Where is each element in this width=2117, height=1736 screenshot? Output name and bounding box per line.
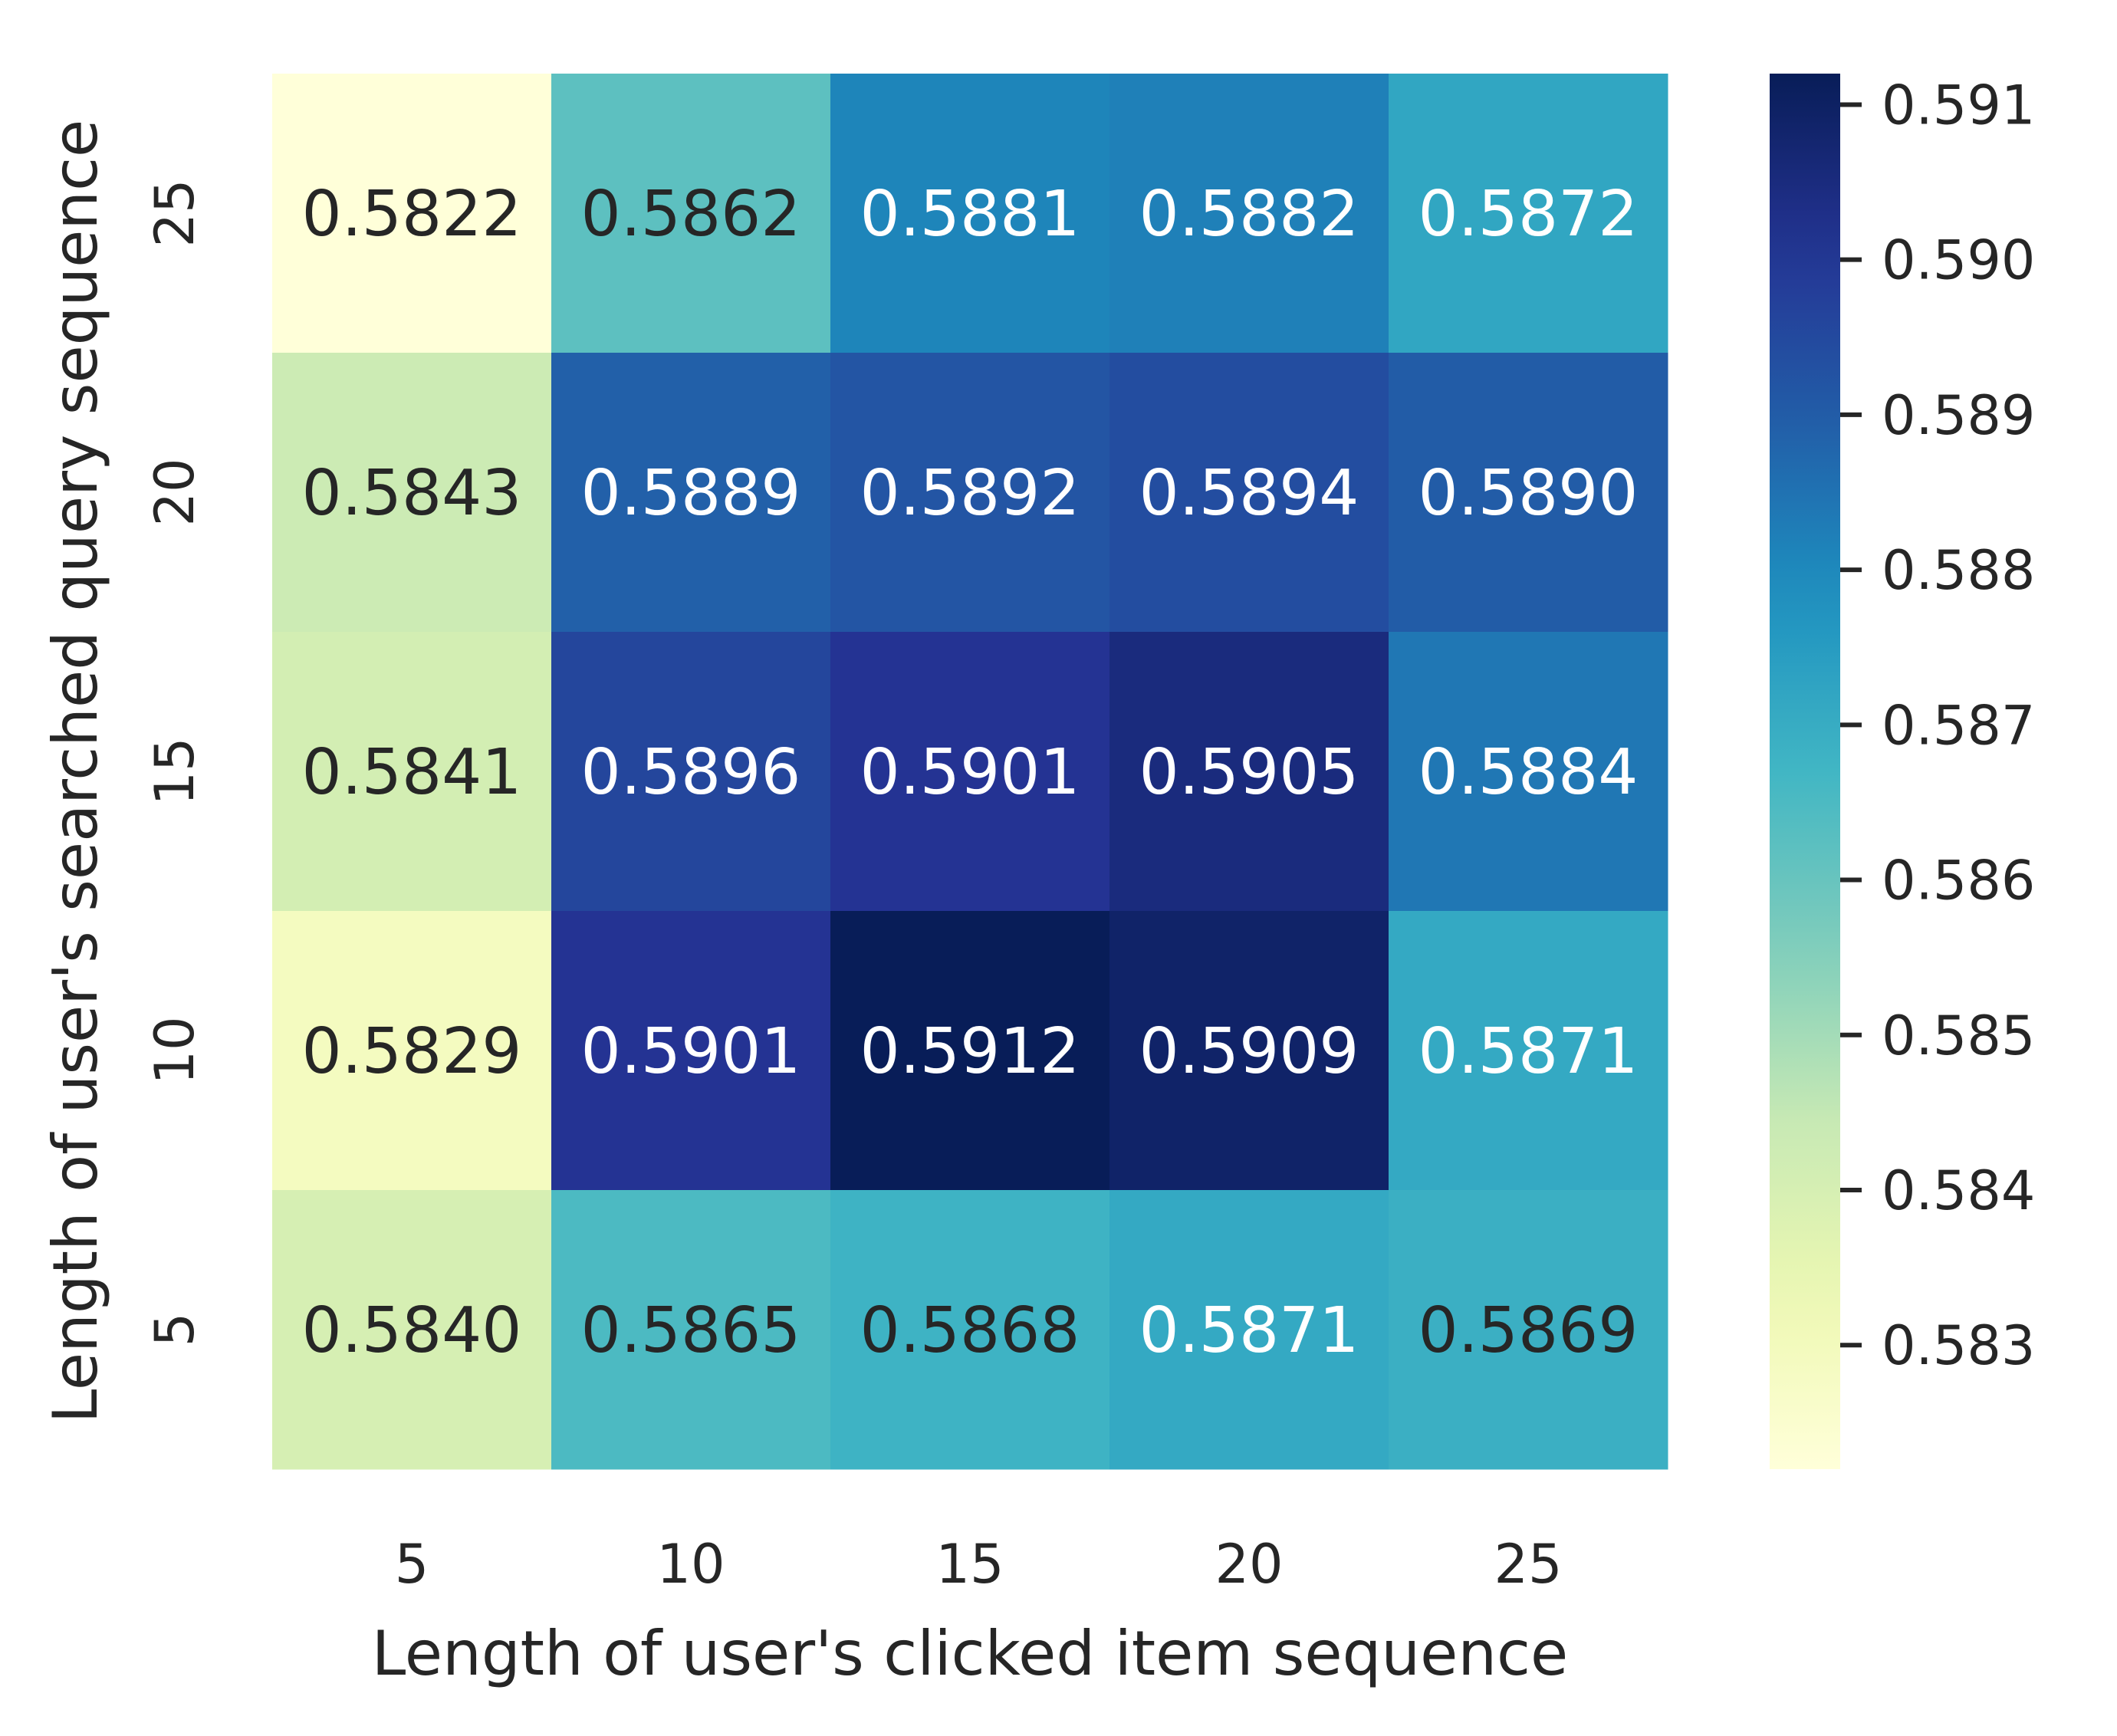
- heatmap-cell-label-r2-c4: 0.5884: [1418, 736, 1639, 809]
- heatmap-cell-r3-c2: [830, 911, 1110, 1191]
- y-tick-label-5: 5: [143, 1313, 206, 1347]
- heatmap-cell-r1-c0: [272, 353, 552, 633]
- heatmap-cell-r2-c3: [1109, 632, 1389, 912]
- heatmap-cell-label-r4-c4: 0.5869: [1418, 1294, 1639, 1367]
- heatmap-cell-label-r2-c1: 0.5896: [581, 736, 801, 809]
- heatmap-cell-label-r0-c3: 0.5882: [1139, 178, 1359, 251]
- heatmap-cell-label-r1-c3: 0.5894: [1139, 457, 1359, 530]
- heatmap-cell-label-r4-c0: 0.5840: [302, 1294, 522, 1367]
- heatmap-cell-label-r0-c4: 0.5872: [1418, 178, 1639, 251]
- y-tick-label-15: 15: [143, 737, 206, 805]
- heatmap-cell-r4-c0: [272, 1190, 552, 1470]
- heatmap-cell-r0-c1: [551, 74, 831, 353]
- colorbar-tick-label-7: 0.590: [1882, 229, 2035, 292]
- colorbar: [1770, 74, 1840, 1469]
- heatmap-cell-r0-c3: [1109, 74, 1389, 353]
- heatmap-cell-r2-c2: [830, 632, 1110, 912]
- heatmap-cell-r4-c3: [1109, 1190, 1389, 1470]
- heatmap-cell-r3-c3: [1109, 911, 1389, 1191]
- heatmap-cell-r0-c4: [1389, 74, 1668, 353]
- colorbar-tick-label-4: 0.587: [1882, 694, 2035, 757]
- heatmap-cell-label-r1-c1: 0.5889: [581, 457, 801, 530]
- heatmap-cell-r2-c4: [1389, 632, 1668, 912]
- colorbar-tick-label-3: 0.586: [1882, 850, 2035, 912]
- x-tick-labels: 5 10 15 20 25: [395, 1533, 1563, 1596]
- heatmap-cell-label-r3-c1: 0.5901: [581, 1015, 801, 1088]
- colorbar-ticks: 0.583 0.584 0.585 0.586 0.587 0.588 0.589 0.590…: [1840, 74, 2035, 1377]
- y-tick-label-25: 25: [143, 179, 206, 247]
- heatmap-cell-label-r1-c0: 0.5843: [302, 457, 522, 530]
- x-tick-label-25: 25: [1494, 1533, 1562, 1596]
- colorbar-tick-label-0: 0.583: [1882, 1314, 2035, 1377]
- heatmap-cell-label-r3-c0: 0.5829: [302, 1015, 522, 1088]
- heatmap-cell-r3-c4: [1389, 911, 1668, 1191]
- heatmap-cell-label-r1-c2: 0.5892: [860, 457, 1080, 530]
- heatmap-cell-r1-c1: [551, 353, 831, 633]
- heatmap-cell-r4-c2: [830, 1190, 1110, 1470]
- colorbar-tick-label-1: 0.584: [1882, 1159, 2035, 1222]
- y-tick-label-10: 10: [143, 1016, 206, 1084]
- heatmap-cell-label-r3-c2: 0.5912: [860, 1015, 1080, 1088]
- heatmap-cell-label-r0-c2: 0.5881: [860, 178, 1080, 251]
- heatmap-cell-label-r4-c2: 0.5868: [860, 1294, 1080, 1367]
- heatmap-cell-label-r3-c4: 0.5871: [1418, 1015, 1639, 1088]
- x-tick-label-15: 15: [935, 1533, 1004, 1596]
- heatmap-cell-r1-c4: [1389, 353, 1668, 633]
- colorbar-tick-label-6: 0.589: [1882, 384, 2035, 447]
- heatmap-cell-r4-c1: [551, 1190, 831, 1470]
- heatmap-cell-label-r4-c3: 0.5871: [1139, 1294, 1359, 1367]
- heatmap-cell-label-r1-c4: 0.5890: [1418, 457, 1639, 530]
- x-tick-label-10: 10: [656, 1533, 725, 1596]
- heatmap-cell-label-r3-c3: 0.5909: [1139, 1015, 1359, 1088]
- y-tick-labels: 25 20 15 10 5: [143, 179, 206, 1346]
- colorbar-tick-label-5: 0.588: [1882, 539, 2035, 602]
- heatmap-cell-label-r0-c0: 0.5822: [302, 178, 522, 251]
- y-tick-label-20: 20: [143, 458, 206, 526]
- heatmap-cell-r2-c0: [272, 632, 552, 912]
- heatmap-cell-label-r2-c3: 0.5905: [1139, 736, 1359, 809]
- x-tick-label-5: 5: [395, 1533, 429, 1596]
- heatmap-cell-label-r0-c1: 0.5862: [581, 178, 801, 251]
- colorbar-tick-label-8: 0.591: [1882, 74, 2035, 136]
- heatmap-cell-r2-c1: [551, 632, 831, 912]
- heatmap-cell-labels: 0.5822 0.5862 0.5881 0.5882 0.5872 0.5843 0.58…: [302, 178, 1639, 1367]
- colorbar-tick-label-2: 0.585: [1882, 1004, 2035, 1067]
- heatmap-cell-r1-c3: [1109, 353, 1389, 633]
- heatmap-cell-label-r4-c1: 0.5865: [581, 1294, 801, 1367]
- heatmap-cell-label-r2-c2: 0.5901: [860, 736, 1080, 809]
- heatmap-cell-r1-c2: [830, 353, 1110, 633]
- heatmap-cells: [272, 74, 1668, 1470]
- heatmap-cell-r4-c4: [1389, 1190, 1668, 1470]
- y-axis-label: Length of user's searched query sequence: [40, 120, 111, 1424]
- heatmap-cell-r0-c0: [272, 74, 552, 353]
- heatmap-cell-r0-c2: [830, 74, 1110, 353]
- heatmap-cell-r3-c1: [551, 911, 831, 1191]
- heatmap-cell-label-r2-c0: 0.5841: [302, 736, 522, 809]
- heatmap-cell-r3-c0: [272, 911, 552, 1191]
- x-tick-label-20: 20: [1215, 1533, 1283, 1596]
- x-axis-label: Length of user's clicked item sequence: [372, 1618, 1569, 1689]
